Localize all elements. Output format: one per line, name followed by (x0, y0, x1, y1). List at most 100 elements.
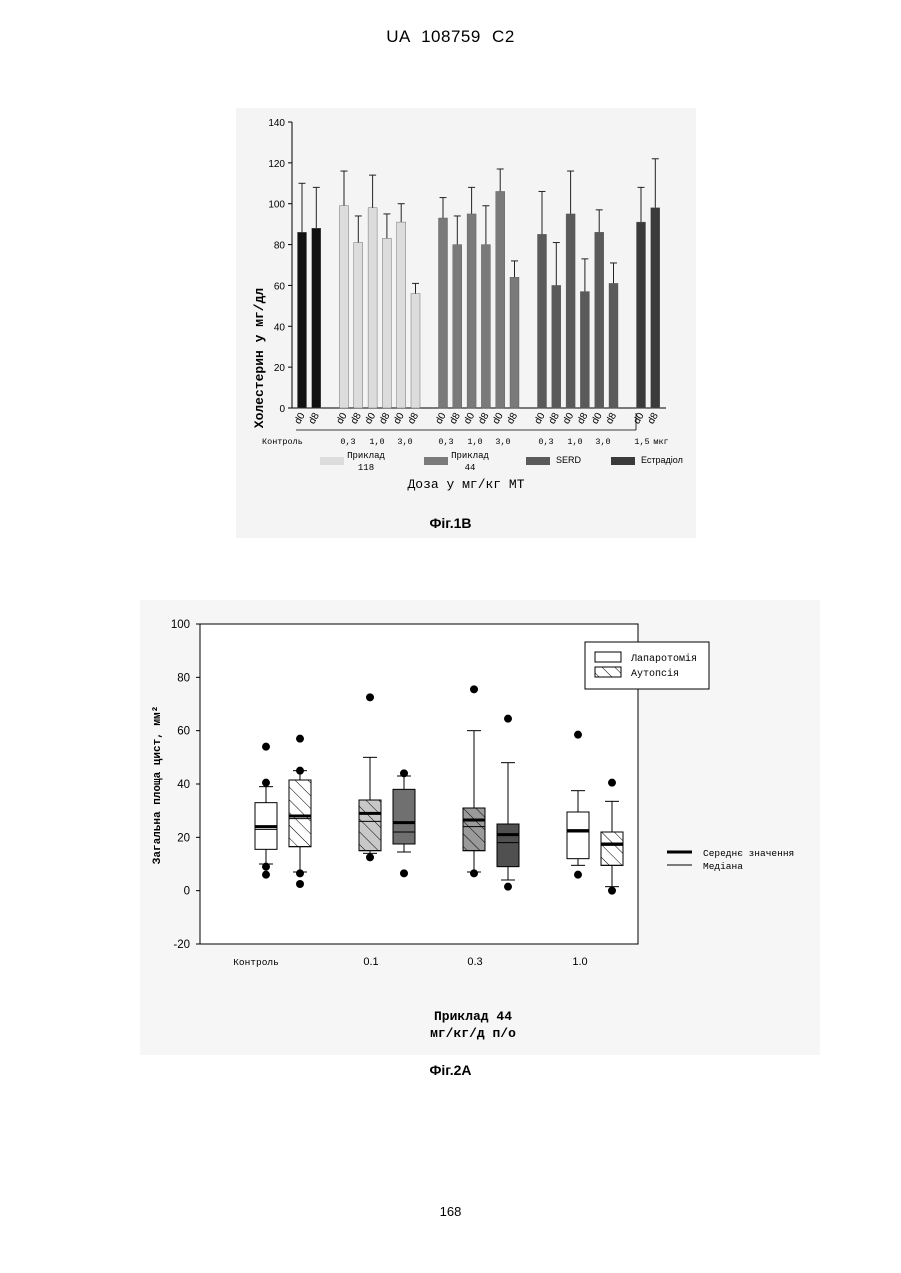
box-hatch (463, 808, 485, 851)
legend-label: Приклад (451, 451, 489, 461)
legend-line-label: Середнє значення (703, 848, 794, 859)
y-tick-label: 20 (177, 832, 190, 844)
bar (397, 222, 406, 408)
box (393, 789, 415, 844)
y-tick-label: 40 (177, 779, 190, 791)
bar (481, 245, 490, 408)
x-axis-label-line2: мг/кг/д п/о (430, 1026, 516, 1041)
y-tick-label: 80 (274, 241, 286, 252)
box (497, 824, 519, 867)
cholesterol-bar-chart: 020406080100120140 d0d8d0d8d0d8d0d8d0d8d… (236, 108, 696, 538)
page-number: 168 (0, 1204, 901, 1219)
bar (312, 228, 321, 408)
dose-label: мкг (653, 437, 668, 447)
dose-label: Контроль (262, 437, 303, 447)
y-tick-label: 100 (268, 200, 285, 211)
legend-line-label: Медіана (703, 861, 743, 872)
outlier-point (608, 779, 616, 787)
outlier-point (470, 869, 478, 877)
outlier-point (262, 743, 270, 751)
bar (580, 292, 589, 408)
legend-swatch (320, 457, 344, 465)
bar (467, 214, 476, 408)
outlier-point (608, 887, 616, 895)
outlier-point (262, 779, 270, 787)
document-header: UA 108759 C2 (0, 27, 901, 47)
y-tick-label: 80 (177, 672, 190, 684)
outlier-point (366, 853, 374, 861)
legend-swatch (595, 652, 621, 662)
bar (298, 232, 307, 408)
y-tick-label: 0 (279, 404, 285, 415)
figure-caption-2a: Фіг.2А (0, 1062, 901, 1078)
box-hatch (289, 780, 311, 847)
outlier-point (296, 767, 304, 775)
outlier-point (400, 869, 408, 877)
bar (637, 222, 646, 408)
dose-label: 0,3 (340, 437, 355, 447)
bar (595, 232, 604, 408)
legend-label: Лапаротомія (630, 653, 697, 665)
bar (453, 245, 462, 408)
legend-label: Приклад (347, 451, 385, 461)
outlier-point (296, 735, 304, 743)
dose-label: 3,0 (595, 437, 610, 447)
legend-swatch-hatch (595, 667, 621, 677)
outlier-point (574, 871, 582, 879)
legend-label-sub: 118 (358, 463, 374, 473)
dose-label: 3,0 (397, 437, 412, 447)
y-tick-label: 40 (274, 322, 286, 333)
bar (496, 191, 505, 408)
dose-label: 1,0 (567, 437, 582, 447)
x-tick-label: Контроль (233, 957, 279, 968)
x-axis-label: Доза у мг/кг МТ (407, 477, 524, 492)
bar (609, 283, 618, 408)
y-tick-label: 60 (177, 726, 190, 738)
figure-caption-1b: Фіг.1В (0, 515, 901, 531)
dose-label: 0,3 (538, 437, 553, 447)
legend-label: Естрадіол (641, 455, 683, 465)
y-tick-label: 120 (268, 159, 285, 170)
legend-swatch (611, 457, 635, 465)
y-axis-label: Холестерин у мг/дл (252, 288, 267, 428)
bar (566, 214, 575, 408)
legend-frame (585, 642, 709, 689)
box (567, 812, 589, 859)
box-hatch (601, 832, 623, 865)
outlier-point (262, 871, 270, 879)
bar (538, 234, 547, 408)
box-hatch (359, 800, 381, 851)
bar (411, 294, 420, 408)
x-tick-label: 0.3 (467, 956, 482, 968)
dose-label: 0,3 (438, 437, 453, 447)
y-axis-label: Загальна площа цист, мм² (152, 706, 164, 864)
outlier-point (296, 869, 304, 877)
outlier-point (400, 769, 408, 777)
y-tick-label: -20 (173, 939, 190, 951)
y-tick-label: 60 (274, 281, 286, 292)
outlier-point (470, 685, 478, 693)
bar (354, 243, 363, 408)
outlier-point (574, 731, 582, 739)
x-tick-label: 0.1 (363, 956, 378, 968)
y-tick-label: 100 (171, 619, 190, 631)
legend-label-sub: 44 (465, 463, 476, 473)
dose-label: 1,0 (467, 437, 482, 447)
bar (552, 285, 561, 408)
bar (340, 206, 349, 408)
bar (651, 208, 660, 408)
x-axis-label-line1: Приклад 44 (434, 1009, 512, 1024)
bar (439, 218, 448, 408)
legend-label: Аутопсія (631, 668, 679, 680)
cyst-area-box-plot: -20 0 20 40 60 80 100 Контроль 0.1 0.3 1.0 Лапарот… (140, 600, 820, 1055)
outlier-point (504, 883, 512, 891)
dose-label: 1,5 (634, 437, 649, 447)
y-tick-label: 140 (268, 118, 285, 129)
outlier-point (262, 863, 270, 871)
legend-swatch (526, 457, 550, 465)
x-tick-label: 1.0 (572, 956, 587, 968)
outlier-point (366, 693, 374, 701)
bar (510, 277, 519, 408)
y-tick-label: 0 (184, 886, 190, 898)
bar (368, 208, 377, 408)
